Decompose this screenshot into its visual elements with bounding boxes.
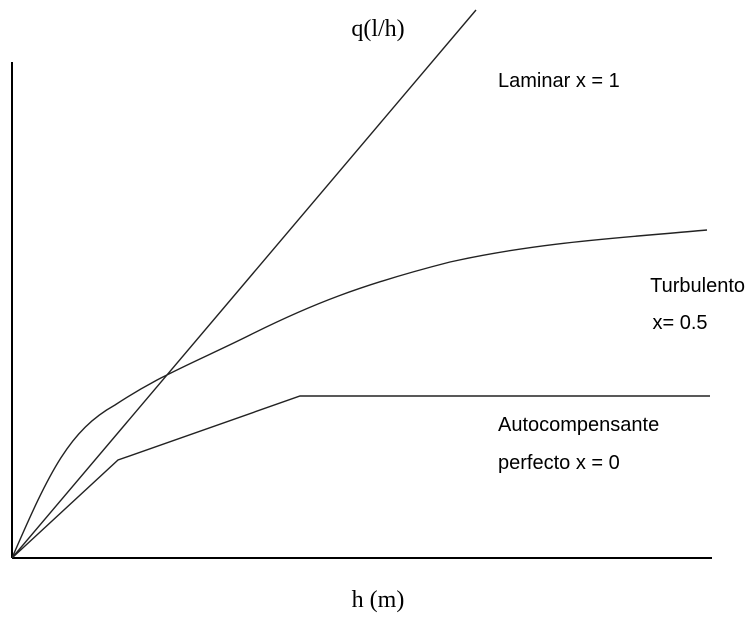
laminar-curve	[11, 9, 477, 559]
autocompensating-curve	[11, 395, 710, 559]
turbulent-curve	[11, 229, 708, 559]
curve-label: Laminar x = 1	[498, 70, 620, 92]
curve-label: Autocompensante	[498, 414, 659, 436]
y-axis-label: q(l/h)	[351, 16, 404, 42]
x-axis-label: h (m)	[352, 587, 405, 613]
curve-label: perfecto x = 0	[498, 452, 620, 474]
curve-label: x= 0.5	[652, 312, 707, 334]
curve-label: Turbulento	[650, 275, 745, 297]
